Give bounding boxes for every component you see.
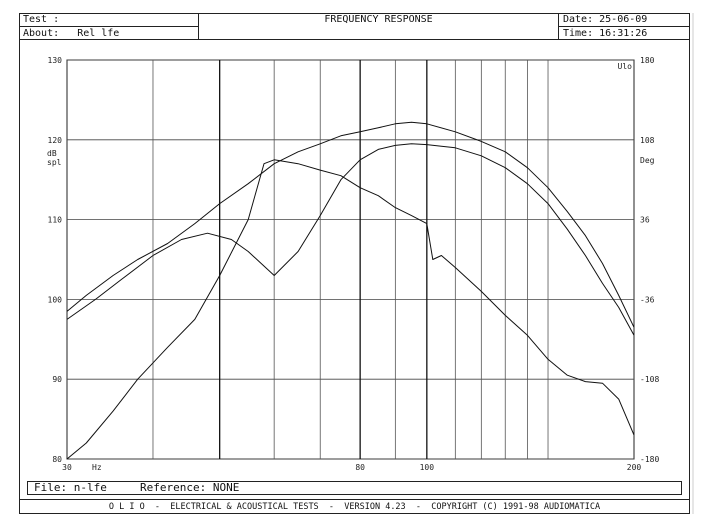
y-tick-label: 100 bbox=[48, 295, 63, 304]
chart-title: FREQUENCY RESPONSE bbox=[324, 14, 433, 25]
y2-tick-label: 36 bbox=[640, 216, 650, 225]
y-tick-label: 130 bbox=[48, 56, 63, 65]
series-line-1 bbox=[66, 121, 635, 328]
y-tick-label: 120 bbox=[48, 136, 63, 145]
page-edge-shadow bbox=[692, 13, 694, 514]
time-value: 16:31:26 bbox=[599, 28, 648, 39]
y2-axis-label: Deg bbox=[640, 156, 655, 165]
header-center: FREQUENCY RESPONSE bbox=[199, 13, 559, 39]
about-value: Rel lfe bbox=[77, 28, 120, 39]
file-bar: File: n-lfe Reference: NONE bbox=[27, 481, 682, 495]
y-tick-label: 90 bbox=[52, 375, 62, 384]
about-row: About: Rel lfe bbox=[19, 27, 198, 40]
y2-tick-label: -36 bbox=[640, 295, 655, 304]
file-value: n-lfe bbox=[73, 481, 107, 494]
time-row: Time: 16:31:26 bbox=[559, 27, 690, 40]
about-label: About: bbox=[23, 28, 60, 39]
reference-value: NONE bbox=[212, 481, 240, 494]
x-tick-label: 30 bbox=[62, 463, 72, 472]
header-bar: Test : About: Rel lfe FREQUENCY RESPONSE… bbox=[19, 13, 690, 40]
grid-lines bbox=[66, 59, 635, 460]
x-unit-label: Hz bbox=[92, 463, 102, 472]
y2-tick-label: -108 bbox=[640, 375, 659, 384]
y-tick-label: 80 bbox=[52, 455, 62, 464]
y-tick-label: 110 bbox=[48, 216, 63, 225]
test-label: Test : bbox=[19, 13, 198, 27]
corner-label: Ulo bbox=[618, 62, 633, 71]
file-label: File: bbox=[34, 481, 68, 494]
y-axis-label: dB bbox=[47, 149, 57, 158]
x-tick-label: 200 bbox=[627, 463, 642, 472]
plot-area-border bbox=[66, 59, 635, 460]
series-line-3 bbox=[66, 159, 635, 460]
y-axis-label: spl bbox=[47, 158, 62, 167]
header-right: Date: 25-06-09 Time: 16:31:26 bbox=[559, 13, 690, 39]
y2-tick-label: 108 bbox=[640, 136, 655, 145]
x-tick-label: 80 bbox=[355, 463, 365, 472]
date-label: Date: bbox=[563, 14, 594, 25]
footer-copyright: O L I O - ELECTRICAL & ACOUSTICAL TESTS … bbox=[19, 499, 690, 514]
date-value: 25-06-09 bbox=[599, 14, 648, 25]
time-label: Time: bbox=[563, 28, 594, 39]
curves bbox=[66, 121, 635, 460]
date-row: Date: 25-06-09 bbox=[559, 13, 690, 27]
reference-label: Reference: bbox=[140, 481, 207, 494]
series-line-2 bbox=[66, 143, 635, 336]
y2-tick-label: -180 bbox=[640, 455, 659, 464]
header-left: Test : About: Rel lfe bbox=[19, 13, 199, 39]
plot-frame bbox=[19, 13, 690, 514]
x-tick-label: 100 bbox=[420, 463, 435, 472]
y2-tick-label: 180 bbox=[640, 56, 655, 65]
